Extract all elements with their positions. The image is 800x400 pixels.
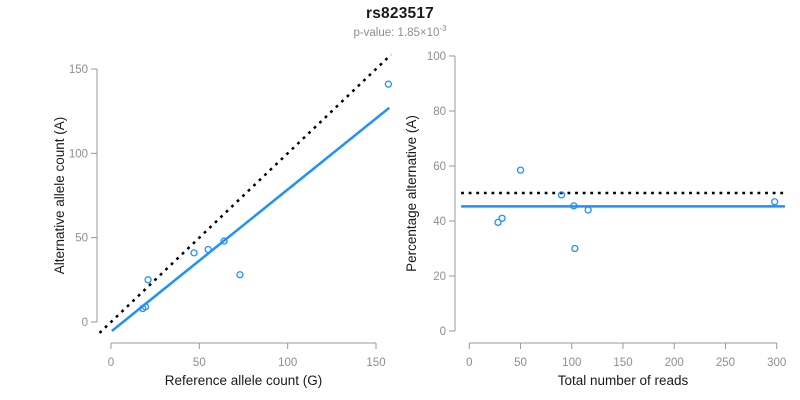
page-title: rs823517 bbox=[366, 5, 434, 22]
x-tick-label: 200 bbox=[665, 357, 684, 369]
data-point bbox=[494, 218, 502, 227]
x-tick-label: 150 bbox=[366, 357, 385, 369]
y-axis-title: Percentage alternative (A) bbox=[404, 115, 419, 272]
pvalue-label: p-value: 1.85×10 bbox=[353, 26, 440, 39]
data-point bbox=[204, 245, 212, 254]
pvalue-exponent: -3 bbox=[439, 24, 447, 33]
data-point bbox=[771, 198, 779, 206]
data-point bbox=[236, 271, 244, 279]
data-point bbox=[190, 249, 198, 257]
percentage-scatter: 0 50 100 150 200 250 300 0 20 40 60 80 100 Total numb… bbox=[404, 51, 786, 388]
regression-line bbox=[111, 106, 391, 332]
y-tick-label: 0 bbox=[440, 326, 446, 338]
x-tick-label: 100 bbox=[562, 357, 581, 369]
data-point bbox=[220, 237, 228, 245]
x-tick-label: 50 bbox=[193, 357, 206, 369]
data-point bbox=[571, 244, 579, 253]
y-tick-label: 60 bbox=[433, 161, 446, 173]
data-point bbox=[498, 214, 506, 222]
data-point bbox=[141, 303, 150, 311]
y-tick-label: 40 bbox=[433, 216, 446, 228]
y-tick-label: 20 bbox=[433, 271, 446, 283]
identity-line bbox=[98, 53, 392, 334]
x-tick-label: 300 bbox=[767, 357, 786, 369]
x-tick-label: 150 bbox=[613, 357, 632, 369]
y-tick-label: 100 bbox=[427, 51, 446, 63]
x-tick-label: 0 bbox=[108, 357, 114, 369]
y-tick-label: 50 bbox=[75, 233, 88, 245]
data-point bbox=[516, 166, 525, 174]
y-tick-label: 100 bbox=[69, 148, 88, 160]
x-axis-title: Reference allele count (G) bbox=[165, 373, 323, 388]
allele-count-scatter: 0 50 100 150 0 50 100 150 Reference allele count… bbox=[52, 53, 393, 388]
data-point bbox=[557, 191, 566, 199]
y-tick-label: 0 bbox=[82, 317, 88, 329]
data-point bbox=[384, 80, 393, 88]
data-point bbox=[144, 276, 152, 284]
x-tick-label: 50 bbox=[514, 357, 527, 369]
x-tick-label: 0 bbox=[466, 357, 472, 369]
data-point bbox=[584, 206, 592, 214]
y-axis-title: Alternative allele count (A) bbox=[52, 117, 67, 275]
x-tick-label: 100 bbox=[278, 357, 297, 369]
pvalue-subtitle: p-value: 1.85×10-3 bbox=[0, 24, 800, 39]
x-axis-title: Total number of reads bbox=[558, 373, 689, 388]
x-tick-label: 250 bbox=[716, 357, 735, 369]
y-tick-label: 80 bbox=[433, 106, 446, 118]
y-tick-label: 150 bbox=[69, 64, 88, 76]
data-point bbox=[570, 202, 578, 210]
